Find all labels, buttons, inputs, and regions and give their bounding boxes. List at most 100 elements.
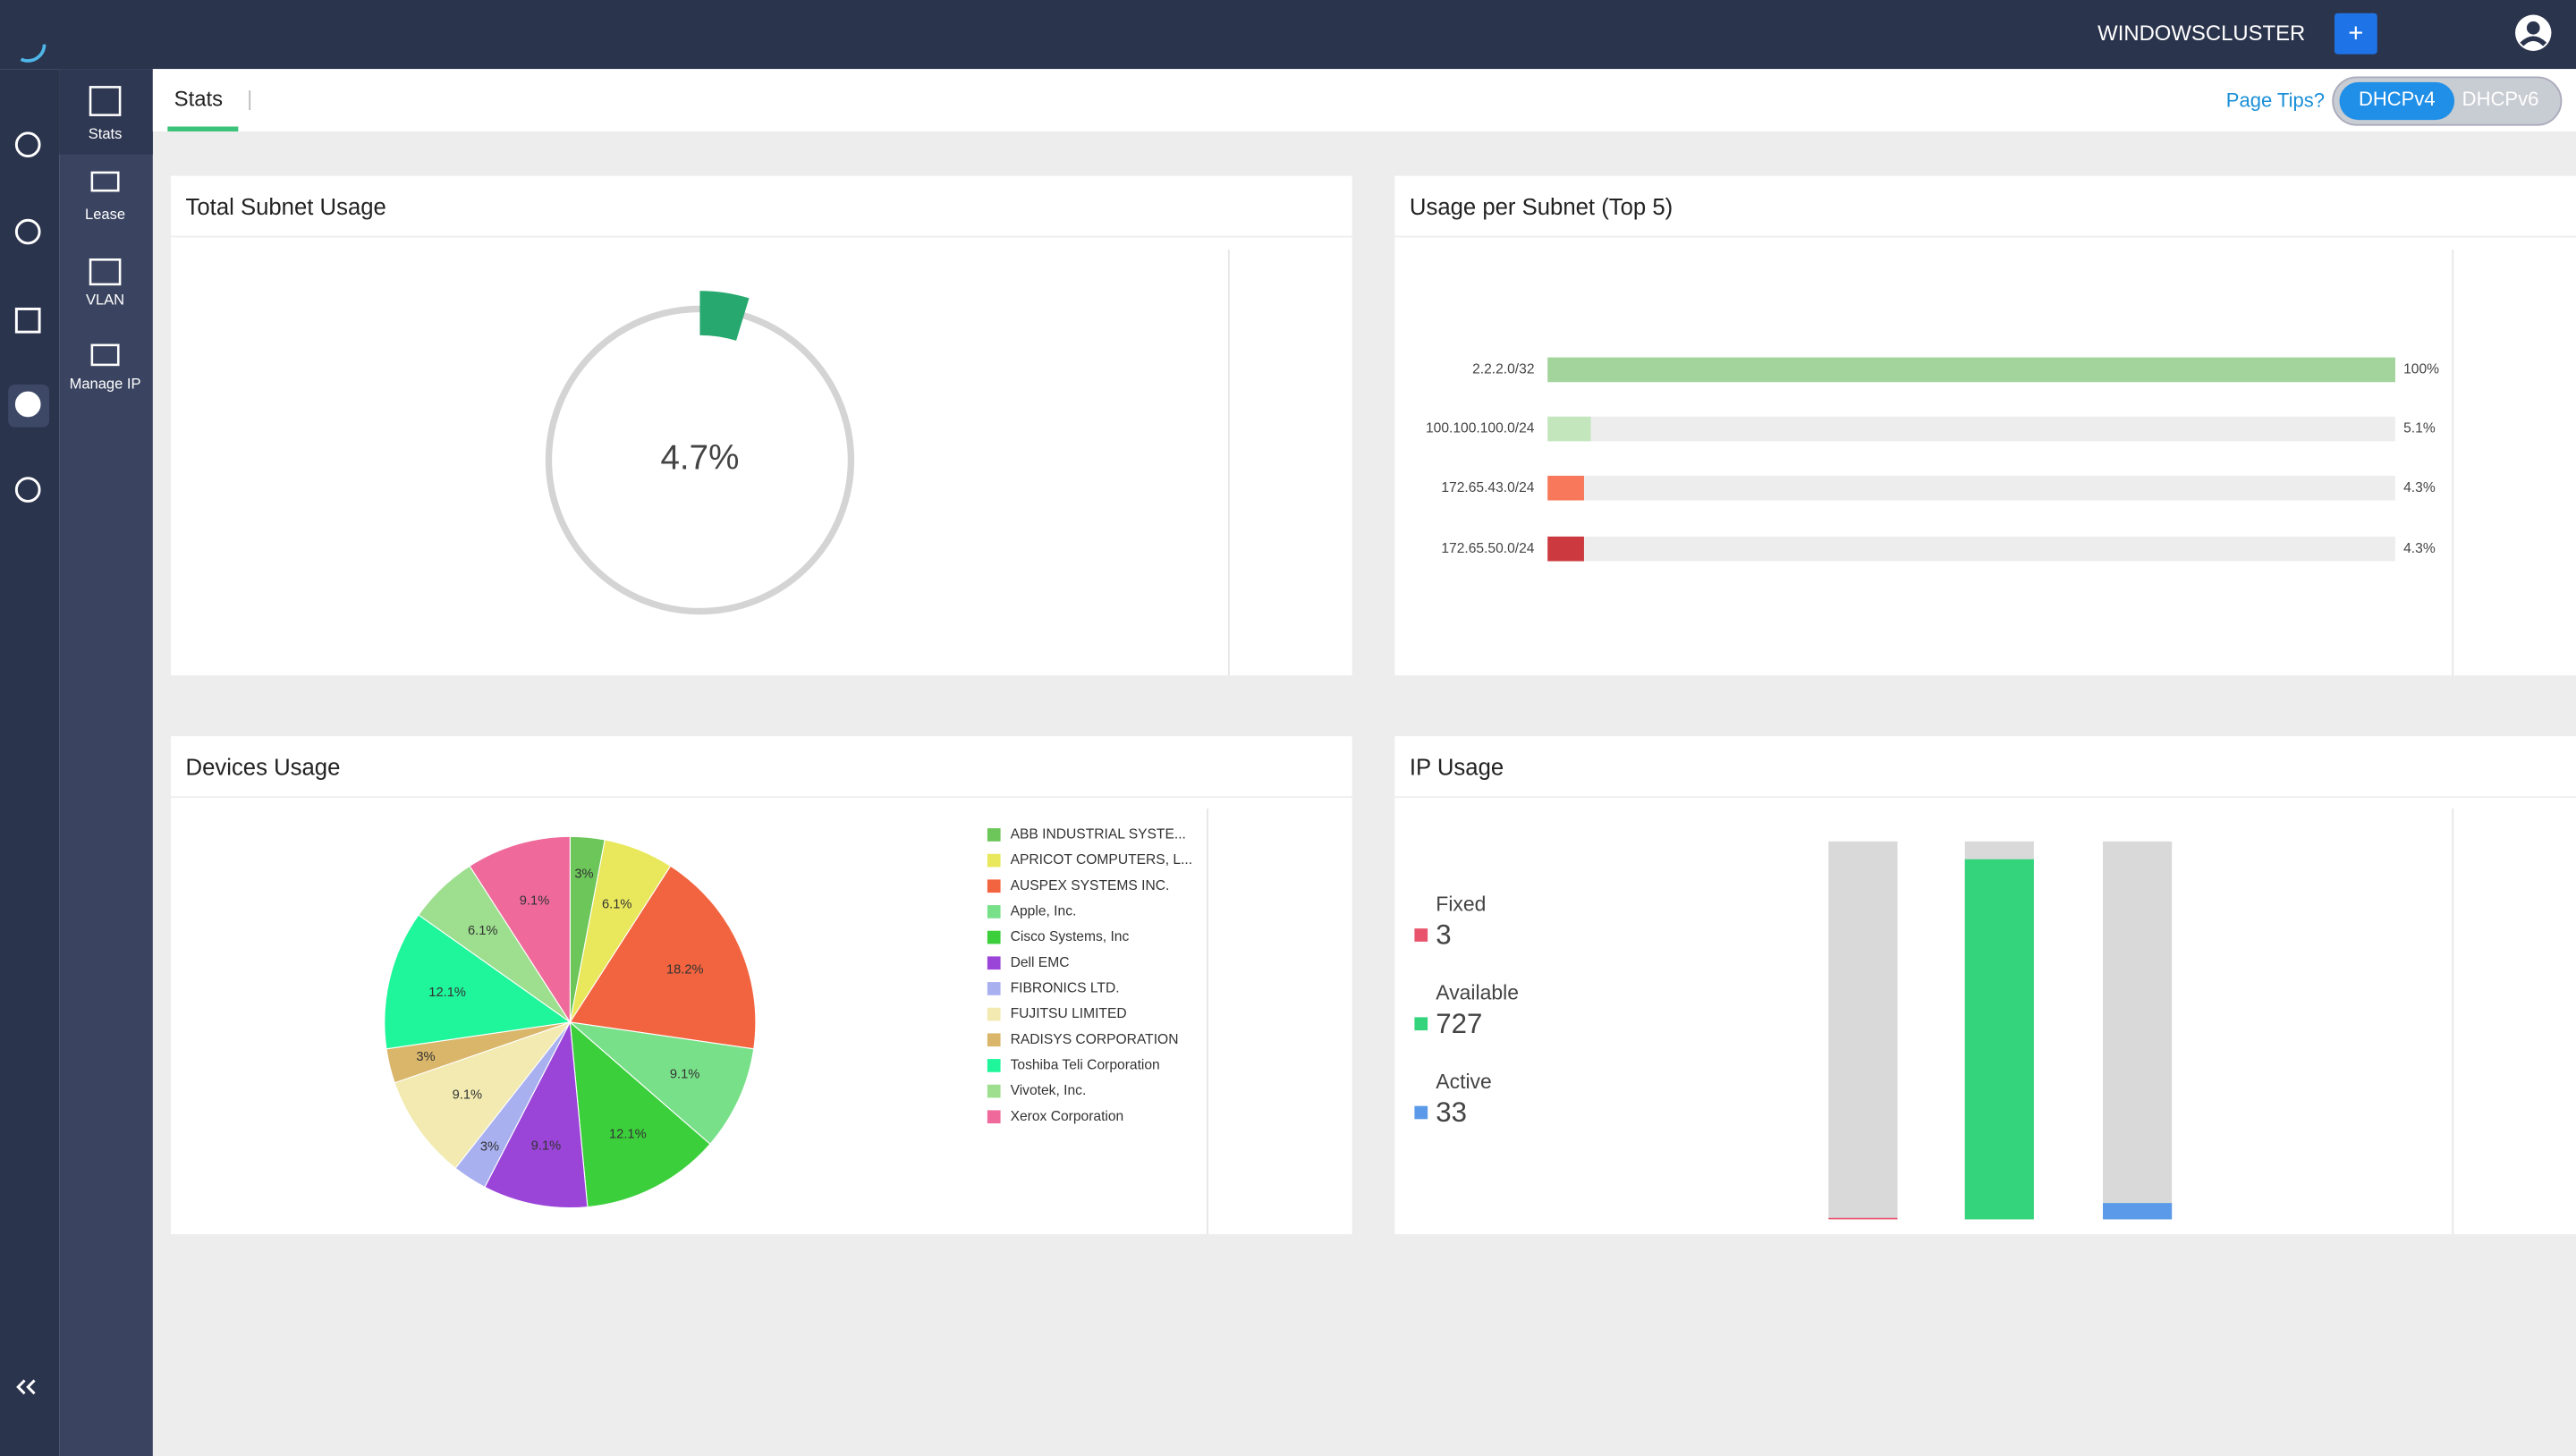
legend-label: Active xyxy=(1436,1070,1492,1093)
collapse-icon[interactable] xyxy=(16,1379,36,1395)
tab[interactable]: Stats xyxy=(174,87,223,111)
legend-swatch xyxy=(987,1033,1001,1047)
bar xyxy=(1547,536,1584,562)
legend-swatch xyxy=(987,982,1001,995)
card xyxy=(171,175,1352,676)
stats-nav-icon xyxy=(89,86,122,116)
bar-label: 172.65.50.0/24 xyxy=(1441,541,1534,556)
legend-swatch xyxy=(987,1110,1001,1124)
card xyxy=(171,736,1352,1234)
legend-label: Dell EMC xyxy=(1011,955,1070,970)
bar-label: 172.65.43.0/24 xyxy=(1441,480,1534,495)
pie-label: 9.1% xyxy=(670,1068,699,1082)
bar-background xyxy=(2103,841,2173,1220)
vlan-nav-icon xyxy=(89,258,122,286)
bar-value: 4.3% xyxy=(2403,541,2436,556)
stats-icon xyxy=(14,391,41,418)
legend-swatch xyxy=(1414,1017,1428,1031)
add-button[interactable] xyxy=(2334,13,2377,55)
cluster-name[interactable]: WINDOWSCLUSTER xyxy=(2097,21,2305,46)
legend-label: Xerox Corporation xyxy=(1011,1109,1124,1124)
legend-swatch xyxy=(987,905,1001,918)
add-icon: + xyxy=(2348,18,2363,47)
nav-item[interactable]: Stats xyxy=(89,125,123,142)
legend-label: Apple, Inc. xyxy=(1011,904,1077,919)
toggle-option[interactable]: DHCPv6 xyxy=(2462,88,2539,110)
user-icon-body xyxy=(2520,36,2547,47)
gauge-arc xyxy=(699,291,750,341)
legend-value: 33 xyxy=(1436,1096,1467,1128)
legend-swatch xyxy=(987,1059,1001,1072)
legend-swatch xyxy=(987,930,1001,944)
ipam-icon[interactable] xyxy=(14,307,41,334)
sub-sidebar xyxy=(59,69,153,1456)
pie-slice xyxy=(384,914,572,1050)
legend-swatch xyxy=(987,1084,1001,1098)
active-item-bg xyxy=(59,69,153,155)
ip-bar xyxy=(1964,859,2034,1220)
nav-item[interactable]: VLAN xyxy=(86,292,124,309)
page-tips[interactable]: Page Tips? xyxy=(2226,89,2325,112)
legend-label: FIBRONICS LTD. xyxy=(1011,981,1120,996)
rail-icons xyxy=(8,131,50,1395)
legend-label: ABB INDUSTRIAL SYSTE... xyxy=(1011,827,1186,842)
pie-label: 18.2% xyxy=(666,962,704,977)
bar xyxy=(1547,357,2395,383)
pie-label: 9.1% xyxy=(531,1139,561,1153)
toggle-active[interactable] xyxy=(2339,81,2455,121)
legend-label: Cisco Systems, Inc xyxy=(1011,929,1130,944)
card-title: Usage per Subnet (Top 5) xyxy=(1410,195,1673,220)
bar-track xyxy=(1547,475,2395,501)
dashboard-icon[interactable] xyxy=(14,131,41,158)
legend-label: FUJITSU LIMITED xyxy=(1011,1006,1127,1021)
card-title: Total Subnet Usage xyxy=(186,195,386,220)
ip-bar xyxy=(1828,1217,1898,1220)
pie-label: 6.1% xyxy=(468,924,497,938)
lease-nav-icon xyxy=(90,171,120,192)
pie-label: 3% xyxy=(480,1139,499,1154)
sidebar-icons xyxy=(89,86,122,367)
icon-rail xyxy=(0,69,60,1456)
legend-swatch xyxy=(1414,928,1428,942)
bar-track xyxy=(1547,416,2395,442)
bar-value: 5.1% xyxy=(2403,421,2436,436)
settings-icon[interactable] xyxy=(14,477,41,503)
pie-slice xyxy=(568,1021,755,1146)
legend-label: Available xyxy=(1436,981,1519,1004)
pie-label: 6.1% xyxy=(602,898,631,912)
pie-label: 12.1% xyxy=(609,1127,647,1141)
tab-bar xyxy=(152,69,2576,131)
dns-icon[interactable] xyxy=(14,218,41,245)
legend-swatch xyxy=(987,956,1001,970)
bar-track xyxy=(1547,536,2395,562)
bar-value: 4.3% xyxy=(2403,480,2436,495)
bar-label: 100.100.100.0/24 xyxy=(1426,421,1535,436)
toggle-option[interactable]: DHCPv4 xyxy=(2359,88,2436,110)
legend-value: 3 xyxy=(1436,919,1451,951)
tab-underline xyxy=(167,126,239,131)
legend-label: Fixed xyxy=(1436,893,1486,916)
bar-value: 100% xyxy=(2403,362,2439,377)
bar xyxy=(1547,416,1591,442)
nav-item[interactable]: Manage IP xyxy=(70,375,141,392)
legend-swatch xyxy=(987,828,1001,842)
pie-label: 12.1% xyxy=(428,986,466,1000)
legend-swatch xyxy=(987,853,1001,868)
pie-slice xyxy=(394,1020,572,1169)
pie-label: 3% xyxy=(574,867,593,881)
user-icon-head xyxy=(2526,21,2540,35)
legend-swatch xyxy=(987,1007,1001,1021)
legend-value: 727 xyxy=(1436,1008,1482,1039)
pie-label: 9.1% xyxy=(453,1088,482,1103)
nav-item[interactable]: Lease xyxy=(85,206,125,223)
bar-background xyxy=(1828,841,1898,1220)
bar-label: 2.2.2.0/32 xyxy=(1472,362,1534,377)
legend-label: AUSPEX SYSTEMS INC. xyxy=(1011,878,1170,893)
pie-slice xyxy=(569,865,757,1050)
gauge-label: 4.7% xyxy=(661,439,740,478)
top-bar xyxy=(0,0,2576,70)
legend-label: Toshiba Teli Corporation xyxy=(1011,1058,1160,1073)
pie-label: 3% xyxy=(416,1050,435,1064)
